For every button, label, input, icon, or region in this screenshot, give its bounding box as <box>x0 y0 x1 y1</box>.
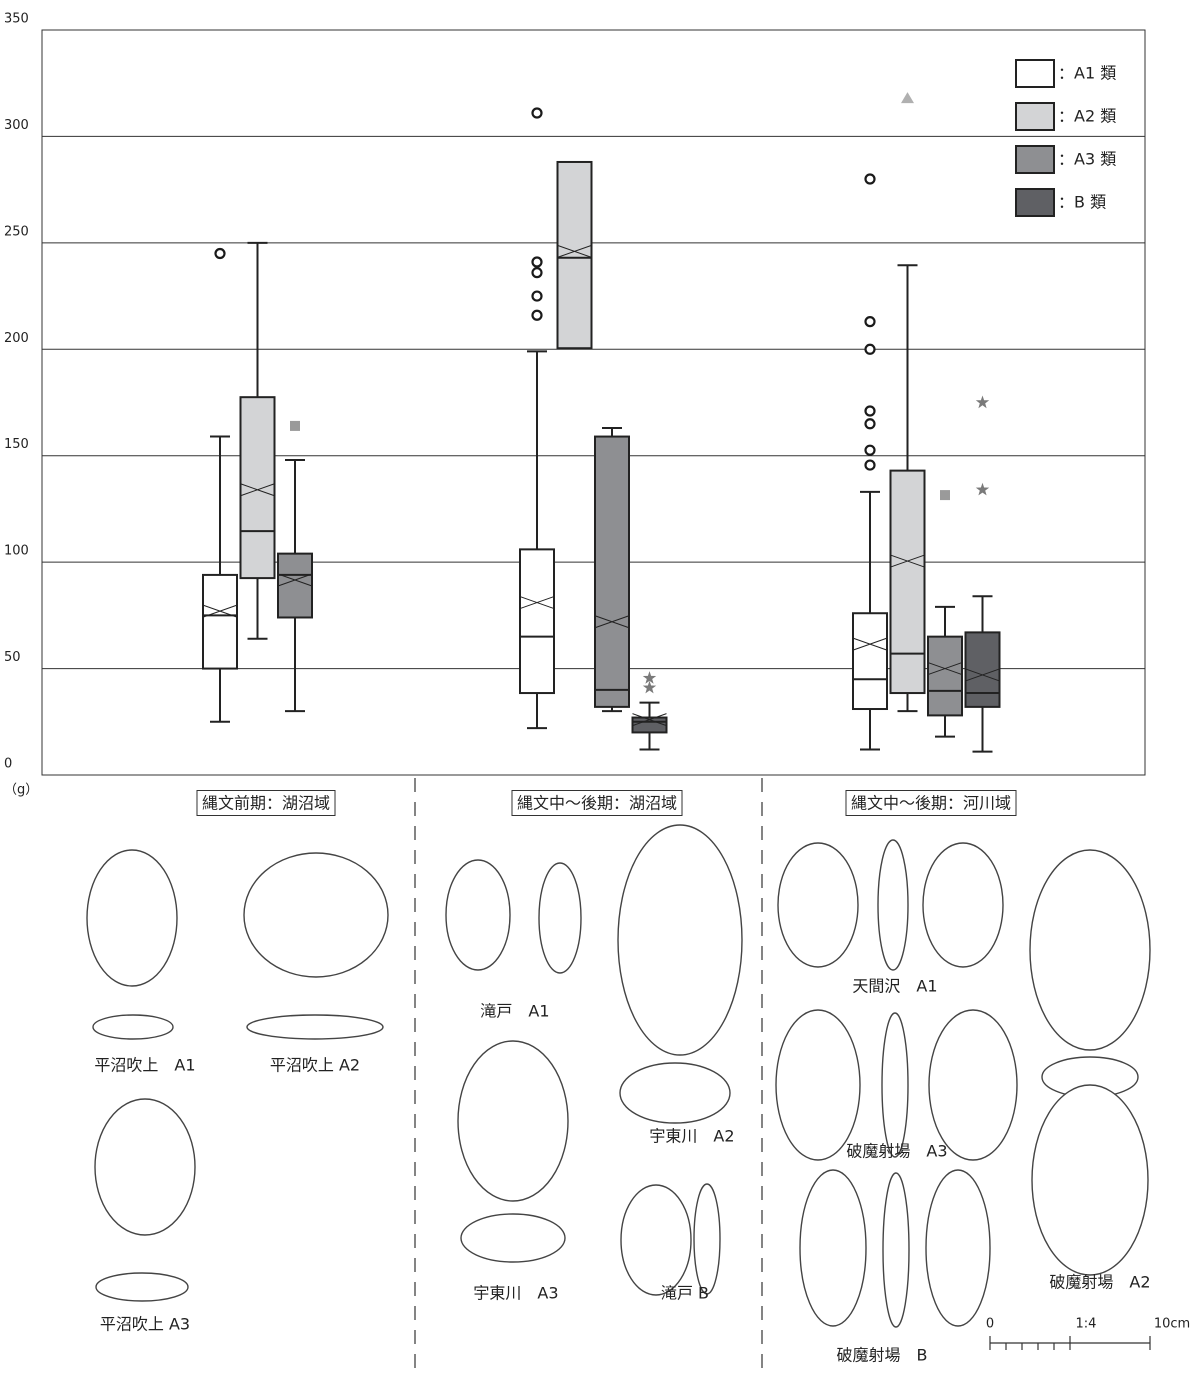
caption: 破魔射場 A3 <box>846 1142 947 1161</box>
outlier <box>864 418 876 430</box>
outlier <box>901 92 914 104</box>
legend-label: ：A2 類 <box>1058 107 1116 126</box>
outlier <box>290 420 300 431</box>
mean-marker <box>202 604 238 618</box>
box <box>277 552 313 619</box>
category-label: 縄文中〜後期：河川域 <box>851 794 1011 813</box>
outlier <box>864 343 876 355</box>
caption: 天間沢 A1 <box>852 977 937 996</box>
y-unit: （g） <box>4 783 38 798</box>
caption: 平沼吹上 A2 <box>270 1056 360 1075</box>
category-label: 縄文前期：湖沼域 <box>202 794 330 813</box>
outlier <box>642 680 657 694</box>
box <box>889 469 926 695</box>
outlier <box>531 309 543 321</box>
mean-marker <box>519 596 555 610</box>
legend-swatch <box>1015 145 1055 174</box>
outlier <box>864 173 876 185</box>
box <box>927 635 963 717</box>
box <box>519 548 555 695</box>
y-tick-label: 350 <box>4 12 29 27</box>
category-box <box>845 790 1017 816</box>
mean-marker <box>852 637 888 651</box>
y-tick-label: 0 <box>4 757 12 772</box>
mean-marker <box>632 713 667 727</box>
outlier <box>864 405 876 417</box>
box <box>594 435 630 708</box>
outlier <box>864 459 876 471</box>
box <box>202 573 238 670</box>
caption: 破魔射場 B <box>837 1346 928 1365</box>
mean-marker <box>240 483 275 497</box>
caption: 宇東川 A3 <box>473 1284 558 1303</box>
mean-marker <box>890 554 925 568</box>
scale-label: 10cm <box>1154 1317 1190 1332</box>
mean-marker <box>927 662 963 676</box>
scale-label: 0 <box>986 1317 994 1332</box>
y-tick-label: 200 <box>4 331 29 346</box>
y-tick-label: 150 <box>4 437 29 452</box>
outlier <box>864 316 876 328</box>
legend-label: ：A3 類 <box>1058 150 1116 169</box>
caption: 平沼吹上 A1 <box>94 1056 195 1075</box>
artifact-drawings <box>86 824 1151 1328</box>
legend-swatch <box>1015 102 1055 131</box>
outlier <box>531 290 543 302</box>
outlier <box>864 444 876 456</box>
y-tick-label: 300 <box>4 118 29 133</box>
outlier <box>531 256 543 268</box>
mean-marker <box>594 615 630 629</box>
legend-label: ：B 類 <box>1058 193 1106 212</box>
mean-marker <box>557 244 592 258</box>
outlier <box>531 107 543 119</box>
outlier <box>214 247 226 260</box>
mean-marker <box>965 668 1000 682</box>
caption: 破魔射場 A2 <box>1049 1273 1150 1292</box>
outlier <box>642 671 657 684</box>
legend-swatch <box>1015 59 1055 88</box>
outlier <box>940 490 950 501</box>
caption: 滝戸 A1 <box>480 1002 549 1021</box>
outlier <box>531 267 543 279</box>
legend-label: ：A1 類 <box>1058 64 1116 83</box>
scale-label: 1:4 <box>1076 1317 1097 1332</box>
y-tick-label: 100 <box>4 544 29 559</box>
category-box <box>196 790 336 816</box>
caption: 宇東川 A2 <box>649 1127 734 1146</box>
y-tick-label: 250 <box>4 224 29 239</box>
category-label: 縄文中〜後期：湖沼域 <box>517 794 677 813</box>
scale-bar <box>989 1336 1151 1350</box>
y-tick-label: 50 <box>4 650 21 665</box>
category-box <box>511 790 683 816</box>
caption: 滝戸 B <box>661 1284 709 1303</box>
outlier <box>975 395 990 409</box>
caption: 平沼吹上 A3 <box>100 1315 190 1334</box>
outlier <box>975 482 990 496</box>
legend-swatch <box>1015 188 1055 217</box>
mean-marker <box>277 573 313 587</box>
box <box>852 612 888 711</box>
box <box>964 631 1001 708</box>
box <box>239 396 276 580</box>
